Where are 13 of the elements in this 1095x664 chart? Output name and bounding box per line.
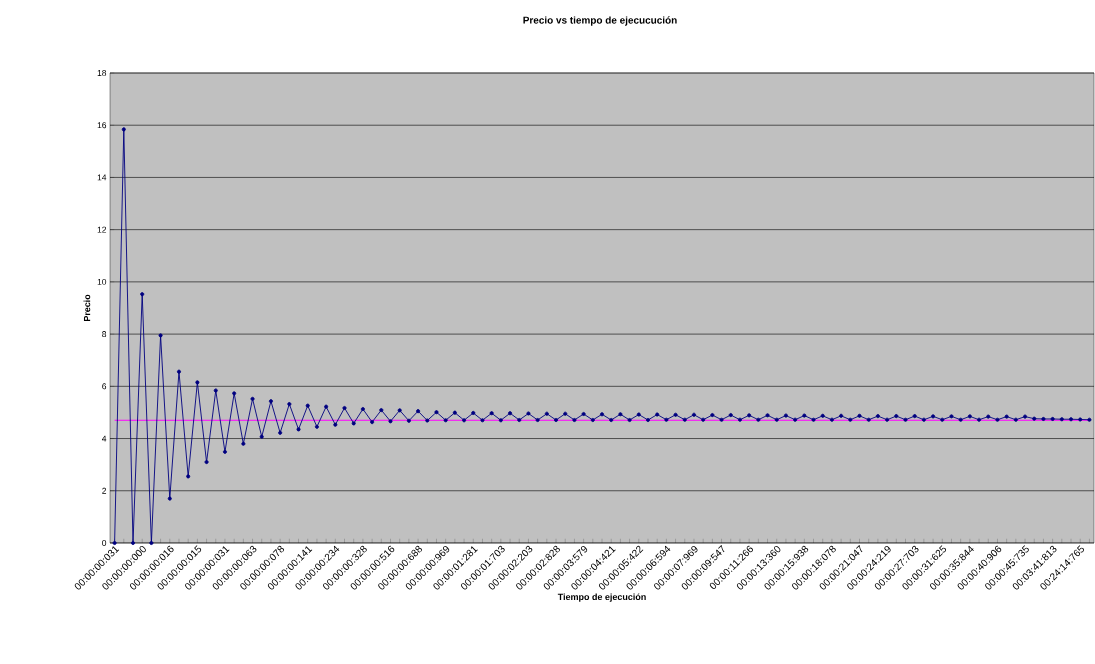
y-tick-label: 16: [97, 122, 107, 129]
y-tick-label: 2: [102, 487, 107, 494]
x-axis-title: Tiempo de ejecución: [557, 593, 646, 602]
y-tick-label: 6: [102, 383, 107, 390]
y-tick-label: 10: [97, 278, 107, 285]
y-tick-label: 12: [97, 226, 107, 233]
y-tick-label: 18: [97, 69, 107, 76]
chart-title: Precio vs tiempo de ejecucución: [523, 16, 677, 26]
y-axis-title: Precio: [83, 294, 91, 322]
y-tick-label: 4: [101, 435, 107, 442]
y-tick-label: 0: [102, 539, 107, 546]
y-tick-label: 14: [97, 174, 107, 181]
y-tick-label: 8: [102, 331, 107, 338]
